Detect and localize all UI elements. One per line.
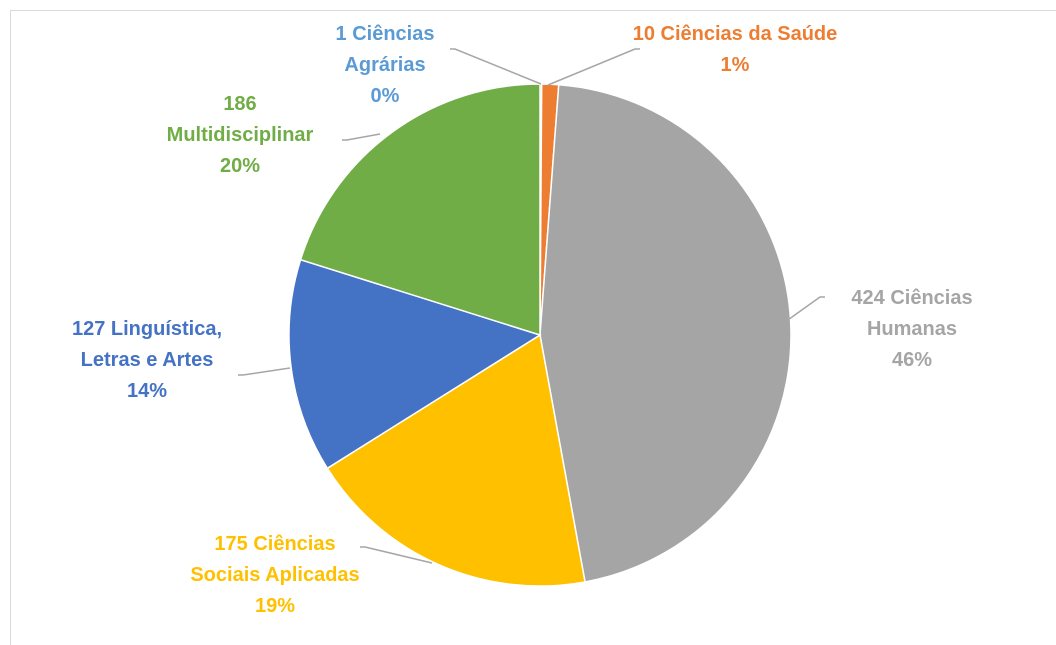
data-label: 1 Ciências Agrárias 0% xyxy=(320,19,450,112)
label-count: 186 xyxy=(223,93,257,115)
data-label: 10 Ciências da Saúde 1% xyxy=(630,19,840,81)
pie-slice xyxy=(539,83,792,583)
chart-frame xyxy=(10,10,1056,645)
label-category: Ciências Sociais Aplicadas xyxy=(190,533,360,586)
label-category: Ciências da Saúde xyxy=(660,23,838,45)
label-category: Linguística, Letras e Artes xyxy=(80,318,223,371)
label-percent: 1% xyxy=(720,54,750,76)
data-label: 127 Linguística, Letras e Artes 14% xyxy=(52,314,242,407)
label-count: 175 xyxy=(214,533,248,555)
label-category: Ciências Agrárias xyxy=(344,23,435,76)
leader-lines xyxy=(238,48,825,564)
label-count: 424 xyxy=(851,287,885,309)
leader-line xyxy=(450,48,542,85)
data-label: 424 Ciências Humanas 46% xyxy=(812,283,1012,376)
pie-slice xyxy=(326,333,586,587)
label-category: Multidisciplinar xyxy=(166,124,314,146)
label-count: 10 xyxy=(632,23,655,45)
data-label: 175 Ciências Sociais Aplicadas 19% xyxy=(185,529,365,622)
leader-line xyxy=(238,367,291,376)
label-percent: 14% xyxy=(126,380,168,402)
label-count: 1 xyxy=(335,23,347,45)
leader-line xyxy=(784,296,825,323)
leader-line xyxy=(547,48,640,86)
label-category: Ciências Humanas xyxy=(866,287,973,340)
label-percent: 20% xyxy=(219,155,261,177)
pie-slice xyxy=(299,83,541,337)
pie-slice xyxy=(288,258,542,470)
label-count: 127 xyxy=(71,318,106,340)
leader-line xyxy=(360,546,433,564)
label-percent: 0% xyxy=(370,85,400,107)
data-label: 186 Multidisciplinar 20% xyxy=(150,89,330,182)
leader-line xyxy=(342,133,381,141)
label-percent: 46% xyxy=(891,349,933,371)
label-percent: 19% xyxy=(254,595,296,617)
